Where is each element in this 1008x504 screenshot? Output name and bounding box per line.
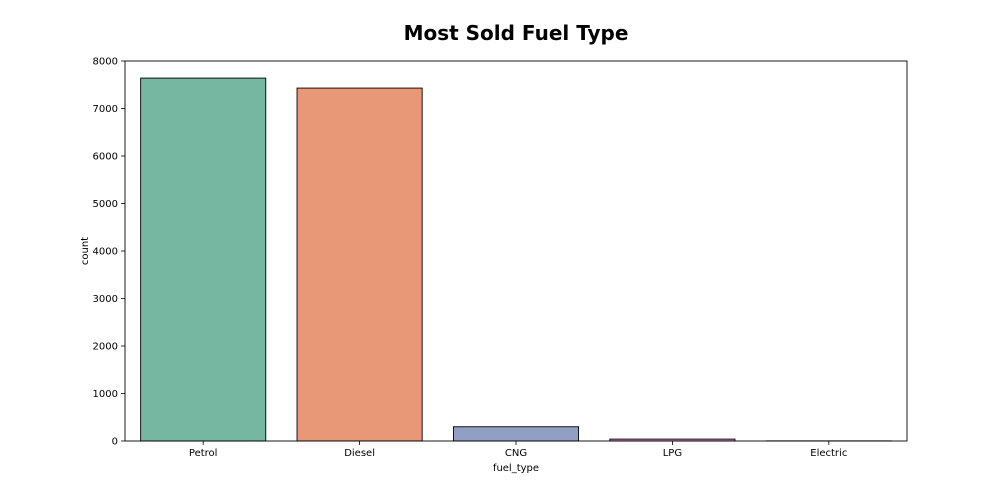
y-tick-label: 3000 (93, 294, 118, 305)
y-tick-label: 6000 (93, 152, 118, 163)
x-axis-label: fuel_type (493, 463, 539, 474)
x-tick-label: LPG (663, 448, 682, 459)
y-axis-label: count (80, 237, 91, 265)
y-tick-label: 2000 (93, 342, 118, 353)
chart-title: Most Sold Fuel Type (404, 21, 629, 45)
y-tick-label: 0 (112, 437, 118, 448)
y-axis: 0 1000 2000 3000 4000 5000 6000 7000 8000 (93, 57, 125, 448)
bar-diesel (296, 87, 423, 442)
x-tick-label: CNG (505, 448, 527, 459)
x-tick-label: Petrol (189, 448, 218, 459)
x-tick-label: Diesel (344, 448, 375, 459)
x-tick-label: Electric (810, 448, 847, 459)
y-tick-label: 4000 (93, 247, 118, 258)
y-tick-label: 8000 (93, 57, 118, 68)
y-tick-label: 1000 (93, 389, 118, 400)
bar-petrol (140, 77, 267, 442)
y-tick-label: 7000 (93, 104, 118, 115)
bars-group (140, 77, 892, 442)
bar-cng (452, 426, 580, 442)
y-tick-label: 5000 (93, 199, 118, 210)
x-axis: Petrol Diesel CNG LPG Electric (189, 441, 847, 459)
